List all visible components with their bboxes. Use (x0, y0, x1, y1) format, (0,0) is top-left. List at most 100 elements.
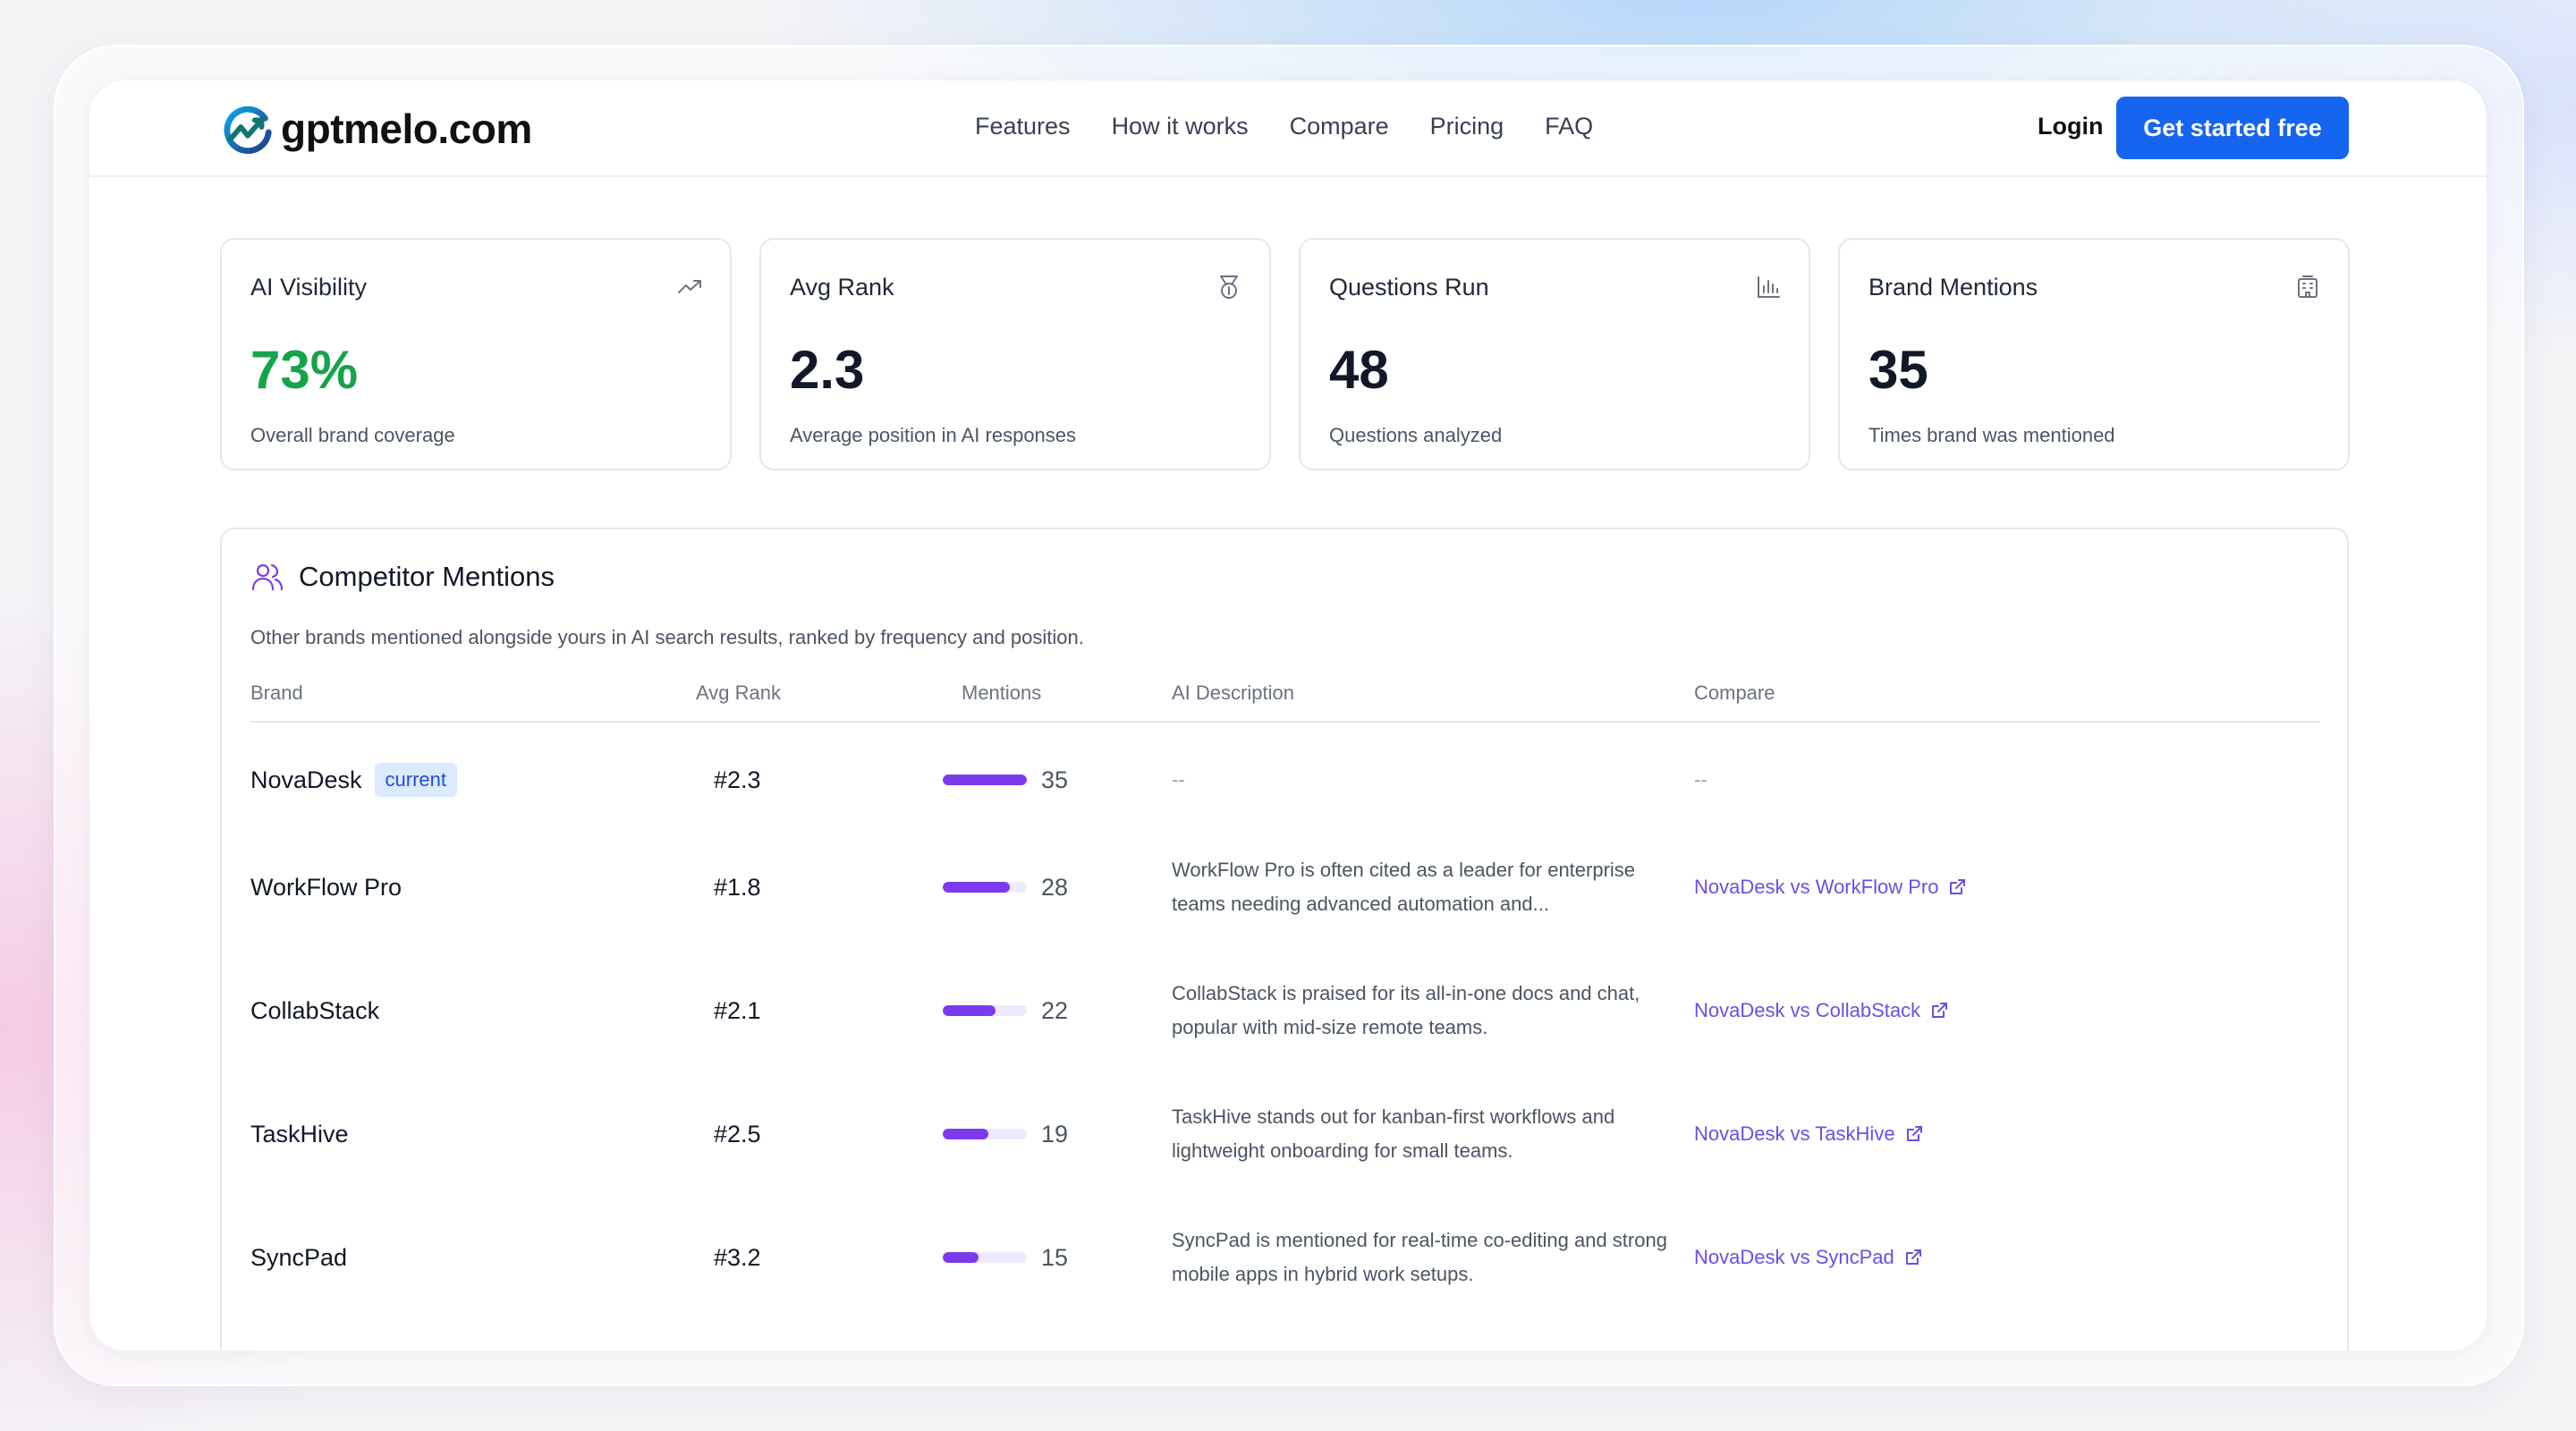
mentions-bar-fill (943, 882, 1011, 893)
table-header: Brand Avg Rank Mentions AI Description C… (250, 682, 2320, 723)
building-icon (2294, 274, 2321, 301)
stat-value: 35 (1868, 340, 1928, 400)
mentions-count: 28 (1041, 873, 1069, 901)
external-link-icon (1932, 1003, 1948, 1018)
mentions-cell: 22 (943, 957, 1068, 1064)
mentions-bar (943, 882, 1027, 893)
ai-description: SyncPad is mentioned for real-time co-ed… (1172, 1229, 1667, 1285)
compare-link-label: NovaDesk vs CollabStack (1694, 999, 1921, 1021)
mentions-count: 15 (1041, 1243, 1069, 1271)
stat-value: 73% (250, 340, 359, 400)
stat-card-ai-visibility: AI Visibility 73% Overall brand coverage (220, 238, 732, 470)
brand-cell: CollabStack (250, 957, 379, 1064)
stat-value: 2.3 (790, 340, 865, 400)
mentions-bar (943, 1005, 1027, 1016)
nav-link-faq[interactable]: FAQ (1545, 113, 1594, 140)
competitor-mentions-panel: Competitor Mentions Other brands mention… (220, 528, 2349, 1351)
mentions-count: 22 (1041, 996, 1069, 1024)
table-row: SyncPad #3.2 15 SyncPad is mentioned for… (250, 1204, 2320, 1311)
nav-link-compare[interactable]: Compare (1289, 113, 1389, 140)
brand-name: TaskHive (250, 1120, 349, 1147)
stat-subtitle: Times brand was mentioned (1868, 424, 2115, 446)
compare-link[interactable]: NovaDesk vs WorkFlow Pro (1694, 834, 1967, 941)
mentions-cell: 19 (943, 1080, 1068, 1188)
get-started-button[interactable]: Get started free (2116, 97, 2349, 159)
ai-description: -- (1172, 768, 1185, 791)
panel-description: Other brands mentioned alongside yours i… (250, 626, 1084, 648)
stat-subtitle: Average position in AI responses (790, 424, 1077, 446)
logo-icon (224, 106, 272, 155)
mentions-cell: 35 (943, 744, 1068, 816)
compare-link-label: NovaDesk vs TaskHive (1694, 1122, 1895, 1145)
column-header-avg-rank[interactable]: Avg Rank (696, 682, 781, 704)
column-header-ai-description: AI Description (1172, 682, 1294, 704)
compare-link[interactable]: NovaDesk vs TaskHive (1694, 1080, 1924, 1188)
bar-chart-icon (1755, 274, 1782, 301)
table-row: NovaDesk current #2.3 35 -- -- (250, 744, 2320, 816)
mentions-count: 19 (1041, 1120, 1069, 1147)
compare-placeholder: -- (1694, 768, 1707, 791)
stat-card-avg-rank: Avg Rank 2.3 Average position in AI resp… (759, 238, 1271, 470)
stat-value: 48 (1329, 340, 1389, 400)
panel-title: Competitor Mentions (299, 561, 555, 592)
mentions-cell: 28 (943, 834, 1068, 941)
compare-link-label: NovaDesk vs SyncPad (1694, 1246, 1894, 1268)
table-row: WorkFlow Pro #1.8 28 WorkFlow Pro is oft… (250, 834, 2320, 941)
nav-link-pricing[interactable]: Pricing (1429, 113, 1504, 140)
ai-description: WorkFlow Pro is often cited as a leader … (1172, 859, 1636, 915)
panel-header: Competitor Mentions (250, 560, 555, 594)
stat-title: Avg Rank (790, 274, 894, 301)
logo-text: gptmelo.com (281, 106, 532, 152)
mentions-bar-fill (943, 775, 1027, 785)
avg-rank-value: #2.5 (714, 1120, 761, 1147)
mentions-count: 35 (1041, 766, 1069, 793)
ai-description: TaskHive stands out for kanban-first wor… (1172, 1105, 1615, 1162)
stat-card-brand-mentions: Brand Mentions 35 Times brand was mentio… (1838, 238, 2350, 470)
ai-description: CollabStack is praised for its all-in-on… (1172, 982, 1640, 1038)
compare-link[interactable]: NovaDesk vs CollabStack (1694, 957, 1949, 1064)
column-header-mentions[interactable]: Mentions (962, 682, 1042, 704)
external-link-icon (1905, 1249, 1921, 1265)
table-row: TaskHive #2.5 19 TaskHive stands out for… (250, 1080, 2320, 1188)
mentions-bar (943, 1252, 1027, 1263)
mentions-bar (943, 1129, 1027, 1139)
mentions-cell: 15 (943, 1204, 1068, 1311)
current-badge: current (374, 763, 458, 797)
medal-icon (1216, 274, 1242, 301)
mentions-bar-fill (943, 1252, 979, 1263)
avg-rank-value: #2.3 (714, 766, 761, 793)
stat-subtitle: Questions analyzed (1329, 424, 1503, 446)
mentions-bar-fill (943, 1129, 988, 1139)
compare-link-label: NovaDesk vs WorkFlow Pro (1694, 876, 1939, 898)
app-window: gptmelo.com Features How it works Compar… (89, 80, 2487, 1351)
login-link[interactable]: Login (2038, 113, 2104, 140)
nav-link-how-it-works[interactable]: How it works (1111, 113, 1249, 140)
brand-name: CollabStack (250, 996, 380, 1024)
stat-card-questions-run: Questions Run 48 Questions analyzed (1299, 238, 1810, 470)
top-navbar: gptmelo.com Features How it works Compar… (89, 80, 2487, 177)
column-header-brand[interactable]: Brand (250, 682, 303, 704)
brand-name: SyncPad (250, 1243, 348, 1271)
stat-subtitle: Overall brand coverage (250, 424, 455, 446)
stat-title: Questions Run (1329, 274, 1489, 301)
nav-links: Features How it works Compare Pricing FA… (975, 113, 1593, 140)
stat-title: Brand Mentions (1868, 274, 2038, 301)
brand-name: NovaDesk (250, 766, 362, 793)
external-link-icon (1906, 1126, 1922, 1141)
avg-rank-value: #1.8 (714, 873, 761, 901)
users-icon (251, 563, 284, 591)
stat-title: AI Visibility (250, 274, 368, 301)
brand-name: WorkFlow Pro (250, 873, 402, 901)
avg-rank-value: #3.2 (714, 1243, 761, 1271)
logo[interactable]: gptmelo.com (220, 100, 532, 157)
avg-rank-value: #2.1 (714, 996, 761, 1024)
brand-cell: WorkFlow Pro (250, 834, 402, 941)
column-header-compare: Compare (1694, 682, 1775, 704)
table-row: CollabStack #2.1 22 CollabStack is prais… (250, 957, 2320, 1064)
trending-up-icon (676, 274, 703, 301)
nav-link-features[interactable]: Features (975, 113, 1071, 140)
external-link-icon (1950, 879, 1966, 894)
compare-link[interactable]: NovaDesk vs SyncPad (1694, 1204, 1923, 1311)
mentions-bar-fill (943, 1005, 996, 1016)
mentions-bar (943, 775, 1027, 785)
